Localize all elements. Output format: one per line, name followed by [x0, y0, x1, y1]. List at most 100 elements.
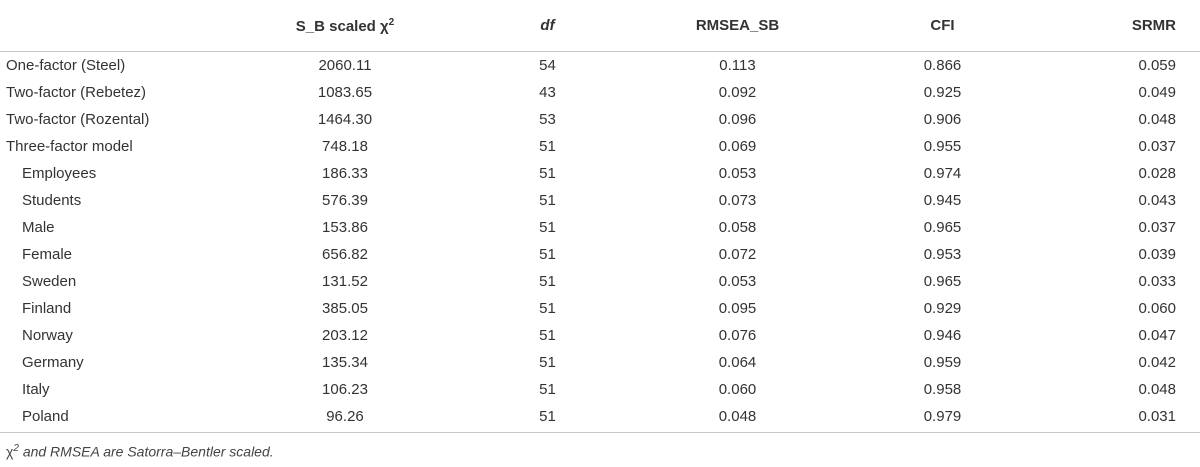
row-label: Germany	[22, 354, 84, 371]
fit-table: S_B scaled χ2 df RMSEA_SB CFI SRMR One-facto…	[0, 0, 1200, 433]
cell: 43	[539, 84, 556, 101]
row-label: Female	[22, 246, 73, 263]
cell: 0.929	[923, 300, 962, 317]
cell: 0.048	[645, 403, 830, 433]
cell: 0.037	[1138, 138, 1176, 155]
cell: 51	[539, 192, 556, 209]
footnote-sup: 2	[13, 443, 19, 454]
cell: 51	[539, 138, 556, 155]
cell: 54	[539, 57, 556, 74]
cell: 0.031	[1055, 403, 1200, 433]
header-text: S_B scaled χ	[295, 17, 389, 35]
cell: 0.073	[718, 192, 757, 209]
cell: 0.028	[1138, 165, 1176, 182]
cell: 0.974	[923, 165, 962, 182]
cell: 656.82	[322, 246, 368, 263]
cell: 0.096	[718, 111, 757, 128]
cell: 0.076	[718, 327, 757, 344]
footnote-symbol: χ	[6, 443, 14, 460]
table-row: Male 153.86 51 0.058 0.965 0.037	[0, 214, 1200, 241]
cell: 0.053	[718, 273, 757, 290]
row-label: Poland	[0, 403, 240, 433]
table-row: Finland 385.05 51 0.095 0.929 0.060	[0, 295, 1200, 322]
cell: 0.049	[1138, 84, 1176, 101]
cell: 576.39	[322, 192, 368, 209]
row-label: Three-factor model	[6, 138, 133, 155]
table-body: One-factor (Steel) 2060.11 54 0.113 0.866 0.0…	[0, 52, 1200, 433]
cell: 51	[539, 327, 556, 344]
cell: 51	[539, 246, 556, 263]
cell: 51	[539, 354, 556, 371]
cell: 51	[539, 165, 556, 182]
row-label: Two-factor (Rebetez)	[6, 84, 147, 101]
row-label: Employees	[22, 165, 97, 182]
cell: 0.113	[719, 57, 756, 74]
cell: 0.953	[923, 246, 962, 263]
cell: 0.043	[1138, 192, 1176, 209]
row-label: Students	[22, 192, 82, 209]
table-row: Students 576.39 51 0.073 0.945 0.043	[0, 187, 1200, 214]
header-row: S_B scaled χ2 df RMSEA_SB CFI SRMR	[0, 0, 1200, 52]
header-cell: df	[450, 0, 645, 52]
footnote: χ2 and RMSEA are Satorra–Bentler scaled.	[0, 433, 1200, 460]
cell: 106.23	[322, 381, 368, 398]
cell: 51	[539, 381, 556, 398]
table-row: Employees 186.33 51 0.053 0.974 0.028	[0, 160, 1200, 187]
cell: 186.33	[322, 165, 368, 182]
cell: 0.048	[1138, 381, 1176, 398]
cell: 51	[539, 219, 556, 236]
cell: 0.979	[830, 403, 1055, 433]
header-cell: S_B scaled χ2	[240, 0, 450, 52]
cell: 0.906	[923, 111, 962, 128]
table-row: Two-factor (Rebetez) 1083.65 43 0.092 0.925 0…	[0, 79, 1200, 106]
table-row: Two-factor (Rozental) 1464.30 53 0.096 0.906…	[0, 106, 1200, 133]
cell: 0.095	[718, 300, 757, 317]
cell: 0.965	[923, 219, 962, 236]
cell: 153.86	[322, 219, 368, 236]
cell: 0.069	[718, 138, 757, 155]
header-cell	[0, 0, 240, 52]
header-cell: CFI	[830, 0, 1055, 52]
row-label: Norway	[22, 327, 73, 344]
cell: 135.34	[322, 354, 368, 371]
cell: 0.053	[718, 165, 757, 182]
table-row: Italy 106.23 51 0.060 0.958 0.048	[0, 376, 1200, 403]
cell: 0.047	[1138, 327, 1176, 344]
cell: 2060.11	[318, 57, 372, 74]
cell: 0.060	[1138, 300, 1176, 317]
cell: 0.072	[718, 246, 757, 263]
cell: 0.092	[718, 84, 757, 101]
cell: 0.039	[1138, 246, 1176, 263]
table-row: Norway 203.12 51 0.076 0.946 0.047	[0, 322, 1200, 349]
table-row: Female 656.82 51 0.072 0.953 0.039	[0, 241, 1200, 268]
header-cell: SRMR	[1055, 0, 1200, 52]
cell: 0.059	[1138, 57, 1176, 74]
cell: 0.064	[718, 354, 757, 371]
table-row: Sweden 131.52 51 0.053 0.965 0.033	[0, 268, 1200, 295]
cell: 0.945	[923, 192, 962, 209]
cell: 53	[539, 111, 556, 128]
row-label: Male	[22, 219, 55, 236]
cell: 0.925	[923, 84, 962, 101]
cell: 0.033	[1138, 273, 1176, 290]
row-label: Two-factor (Rozental)	[6, 111, 150, 128]
cell: 0.058	[718, 219, 757, 236]
cell: 51	[539, 273, 556, 290]
cell: 51	[450, 403, 645, 433]
row-label: Finland	[22, 300, 72, 317]
table-row: Germany 135.34 51 0.064 0.959 0.042	[0, 349, 1200, 376]
cell: 385.05	[322, 300, 368, 317]
cell: 0.060	[718, 381, 757, 398]
table-row: Three-factor model 748.18 51 0.069 0.955 0.03…	[0, 133, 1200, 160]
header-sup: 2	[388, 16, 395, 28]
cell: 0.965	[923, 273, 962, 290]
row-label: Sweden	[22, 273, 77, 290]
cell: 96.26	[240, 403, 450, 433]
cell: 0.048	[1138, 111, 1176, 128]
cell: 0.959	[923, 354, 962, 371]
footnote-text: and RMSEA are Satorra–Bentler scaled.	[22, 443, 274, 460]
row-label: One-factor (Steel)	[6, 57, 126, 74]
header-cell: RMSEA_SB	[645, 0, 830, 52]
cell: 0.042	[1138, 354, 1176, 371]
